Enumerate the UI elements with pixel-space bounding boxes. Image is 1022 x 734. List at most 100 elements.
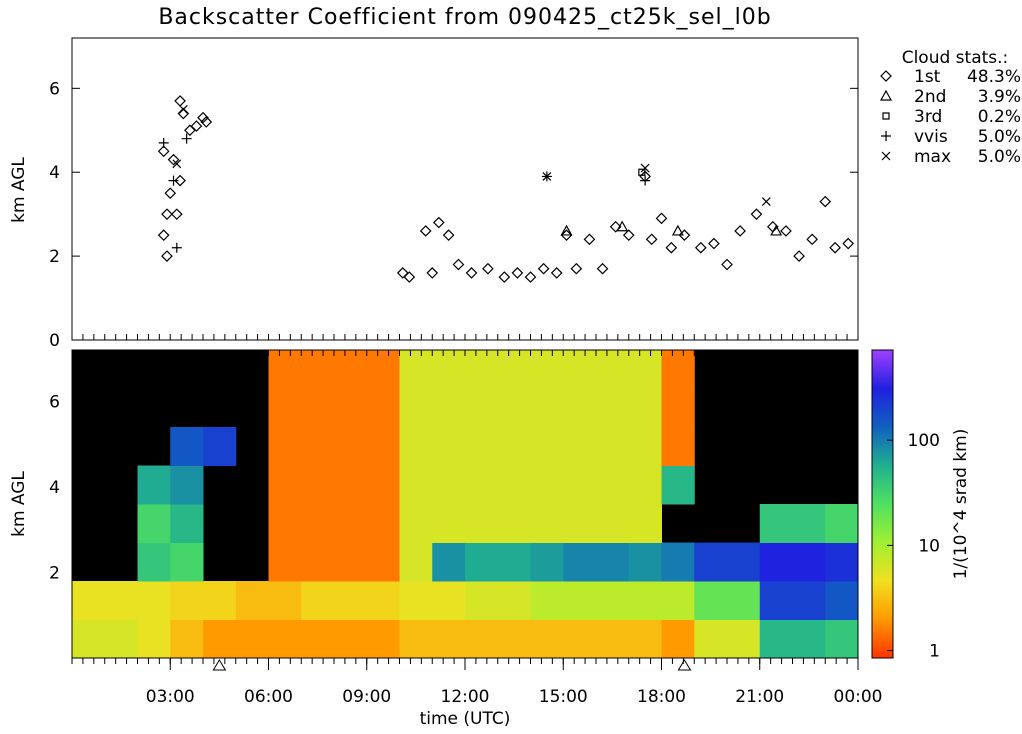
heatmap-cell (825, 504, 859, 543)
marker-cross (172, 159, 182, 169)
heatmap-cell (268, 581, 302, 620)
x-tick-label: 21:00 (735, 687, 784, 707)
marker-cross (178, 104, 188, 114)
top-frame (71, 37, 859, 341)
heatmap-cell (465, 388, 499, 428)
marker-diamond (511, 267, 524, 279)
heatmap-cell (694, 581, 728, 620)
heatmap-cell (170, 504, 204, 543)
heatmap-cell (596, 504, 630, 543)
marker-diamond (793, 250, 805, 262)
colorbar-tick-label: 100 (908, 431, 940, 451)
heatmap-cell (170, 465, 204, 505)
legend-label: 1st (914, 67, 941, 87)
marker-diamond (721, 258, 733, 271)
marker-plus (181, 133, 192, 144)
heatmap-cell (334, 427, 368, 466)
legend-share: 3.9% (978, 87, 1021, 107)
marker-diamond (200, 116, 213, 128)
heatmap-cell (137, 619, 171, 659)
heatmap-cell (334, 350, 368, 389)
y-axis-label: km AGL (9, 157, 29, 223)
heatmap-cell (268, 350, 302, 389)
marker-triangle (616, 220, 629, 232)
heatmap-cell (465, 350, 499, 389)
heatmap-cell (137, 542, 171, 582)
heatmap-cell (628, 542, 662, 582)
heatmap-cell (727, 619, 761, 659)
marker-diamond (550, 267, 563, 279)
marker-diamond (694, 241, 707, 254)
heatmap-cell (530, 581, 564, 620)
heatmap-cell (596, 542, 630, 582)
heatmap-cell (497, 504, 531, 543)
x-tick-label: 12:00 (441, 687, 490, 707)
heatmap-cell (301, 619, 335, 659)
heatmap-cell (596, 465, 630, 505)
legend-title: Cloud stats.: (902, 48, 1009, 68)
heatmap-cell (235, 619, 269, 659)
heatmap-cell (301, 504, 335, 543)
marker-square (882, 112, 890, 120)
legend-share: 5.0% (978, 127, 1021, 147)
marker-cross (640, 163, 650, 173)
y-tick-label: 2 (49, 247, 60, 267)
marker-diamond (678, 229, 691, 241)
heatmap-cell (727, 542, 761, 582)
heatmap-cell (301, 388, 335, 428)
legend-label: vvis (914, 127, 948, 147)
heatmap-cell (825, 581, 859, 620)
heatmap-cell (334, 581, 368, 620)
colorbar-label: 1/(10^4 srad km) (951, 429, 971, 580)
heatmap-cell (465, 542, 499, 582)
marker-cross (761, 197, 771, 207)
marker-diamond (596, 262, 609, 275)
marker-diamond (157, 145, 170, 158)
heatmap-cell (203, 581, 237, 620)
marker-diamond (403, 271, 416, 283)
heatmap-cell (137, 465, 171, 505)
marker-diamond (161, 208, 173, 221)
marker-diamond (161, 250, 173, 262)
legend-label: 3rd (914, 107, 942, 127)
heatmap-cell (432, 504, 466, 543)
marker-diamond (780, 225, 792, 237)
heatmap-cell (727, 581, 761, 620)
heatmap-cell (399, 465, 433, 505)
colorbar-frame (871, 349, 894, 659)
heatmap-cell (792, 542, 826, 582)
heatmap-cell (268, 542, 302, 582)
marker-plus (168, 175, 179, 186)
heatmap-cell (334, 542, 368, 582)
heatmap-cell (268, 388, 302, 428)
heatmap-cell (399, 619, 433, 659)
marker-diamond (622, 229, 635, 241)
marker-diamond (419, 225, 432, 237)
marker-diamond (537, 262, 550, 275)
marker-diamond (482, 262, 494, 275)
heatmap-cell (366, 427, 400, 466)
heatmap-cell (170, 581, 204, 620)
marker-plus (171, 242, 182, 253)
heatmap-cell (825, 619, 859, 659)
heatmap-cell (465, 504, 499, 543)
heatmap-cell (596, 427, 630, 466)
heatmap-cell (759, 581, 793, 620)
marker-diamond (819, 195, 832, 208)
x-tick-label: 06:00 (244, 687, 293, 707)
marker-diamond (708, 237, 720, 250)
marker-diamond (645, 233, 658, 246)
heatmap-cell (792, 581, 826, 620)
heatmap-cell (268, 619, 302, 659)
heatmap-cell (432, 427, 466, 466)
heatmap-cell (366, 388, 400, 428)
heatmap-cell (792, 619, 826, 659)
marker-diamond (609, 220, 622, 233)
heatmap-cell (268, 465, 302, 505)
marker-plus (881, 131, 891, 141)
marker-diamond (734, 225, 746, 237)
marker-diamond (829, 241, 841, 254)
heatmap-cell (497, 619, 531, 659)
heatmap-cell (366, 350, 400, 389)
